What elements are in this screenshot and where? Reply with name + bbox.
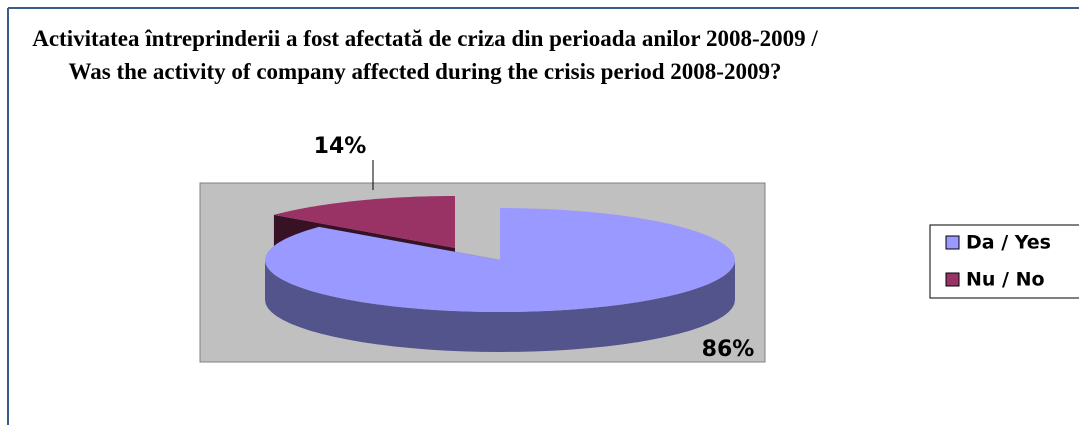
- slice-wall: [265, 260, 735, 352]
- legend-label: Nu / No: [966, 269, 1045, 291]
- data-label: 14%: [314, 134, 367, 159]
- legend-swatch: [945, 272, 960, 287]
- legend-swatch: [945, 235, 960, 250]
- chart-title: Activitatea întreprinderii a fost afecta…: [32, 26, 818, 84]
- slice: [273, 196, 455, 248]
- legend-label: Da / Yes: [966, 232, 1051, 254]
- data-label: 86%: [702, 337, 755, 362]
- slice: [265, 208, 735, 312]
